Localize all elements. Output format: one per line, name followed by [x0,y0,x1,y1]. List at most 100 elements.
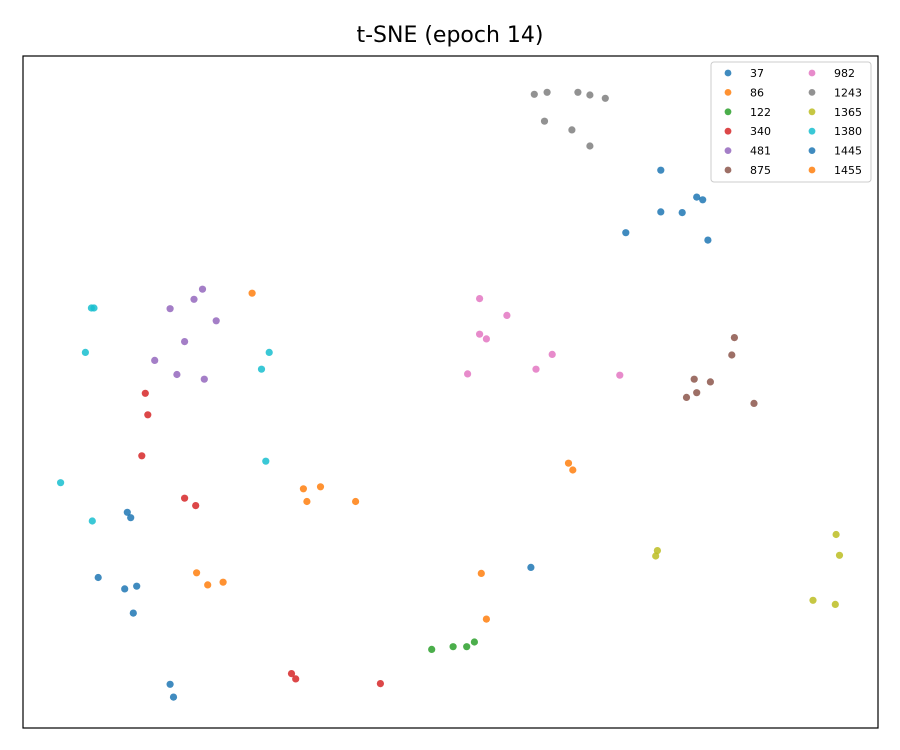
point-1445-7 [527,563,535,572]
plot-area [22,55,879,729]
point-1365-4 [809,596,817,604]
point-340-2 [138,452,146,460]
point-1243-4 [601,94,609,102]
point-1365-5 [831,600,839,609]
point-1243-3 [586,91,594,99]
point-982-0 [476,295,484,303]
point-481-6 [173,370,181,379]
legend-label-982: 982 [834,67,855,80]
legend-label-875: 875 [750,164,771,177]
point-1365-2 [653,547,662,555]
legend-label-1455: 1455 [834,164,862,177]
point-875-1 [728,351,736,359]
point-1445-1 [693,193,701,201]
point-1445-4 [678,209,686,217]
point-1455-6 [219,578,227,586]
point-1380-3 [265,348,273,356]
legend-marker-875 [724,166,732,174]
point-1380-7 [88,517,96,525]
points-layer [57,88,844,701]
point-875-0 [730,334,739,342]
point-875-6 [750,399,758,407]
point-982-5 [532,365,540,373]
point-982-4 [548,350,556,358]
point-481-7 [200,375,208,383]
point-1445-0 [657,166,665,174]
point-86-0 [564,459,573,467]
point-875-2 [706,378,715,386]
point-86-1 [569,466,577,474]
point-1455-1 [316,483,325,491]
legend-marker-1455 [808,166,816,174]
legend-marker-37 [724,69,732,77]
point-1445-6 [704,236,712,244]
point-1380-5 [262,457,270,465]
point-340-4 [192,502,200,510]
point-1455-4 [352,497,360,506]
point-1455-0 [248,289,256,297]
legend-marker-481 [724,147,732,155]
point-875-4 [693,389,701,397]
point-1380-4 [257,365,266,373]
legend-marker-1365 [808,108,816,116]
legend-marker-340 [724,127,732,135]
point-1380-6 [57,479,65,487]
legend-label-1365: 1365 [834,106,862,119]
point-1243-2 [574,88,582,96]
point-1445-11 [129,609,137,617]
point-340-0 [141,389,149,397]
legend-marker-122 [724,108,732,116]
point-122-0 [428,645,436,654]
point-340-1 [144,411,152,419]
point-1365-0 [832,530,840,539]
point-1445-8 [94,573,102,582]
point-1445-13 [169,693,178,701]
point-37-1 [127,514,135,522]
legend: 37 86 122 340 481 875 982 1243 1365 1380 1445 1455 [710,61,872,183]
point-340-6 [292,675,300,683]
point-340-7 [376,680,384,688]
point-982-2 [476,330,484,338]
point-481-5 [151,356,159,364]
point-37-0 [123,508,131,516]
point-122-3 [470,638,478,646]
legend-box [710,61,872,183]
point-1445-3 [657,208,665,216]
point-1243-1 [543,88,551,96]
point-340-3 [181,494,189,502]
point-1365-3 [652,552,660,560]
point-1243-0 [530,90,538,98]
point-1455-8 [477,569,485,578]
point-481-3 [212,317,220,325]
legend-marker-1445 [808,147,816,155]
legend-marker-1243 [808,89,816,96]
point-481-0 [198,285,207,293]
point-1445-12 [166,680,174,688]
point-875-3 [690,375,698,383]
legend-label-1445: 1445 [834,145,862,158]
point-1455-3 [303,497,311,506]
point-1445-2 [699,196,707,204]
point-982-7 [616,371,624,379]
legend-label-122: 122 [750,106,771,119]
point-122-2 [463,643,471,651]
point-340-5 [287,670,296,678]
point-1455-9 [482,615,490,623]
point-1380-1 [90,304,98,312]
point-1445-10 [121,585,129,593]
point-982-1 [503,311,511,319]
point-1243-7 [586,142,594,150]
point-1380-2 [81,348,89,356]
point-875-5 [682,393,691,401]
chart-title: t-SNE (epoch 14) [356,23,543,48]
point-1455-5 [193,569,201,577]
legend-marker-1380 [808,127,816,135]
point-982-6 [464,370,472,378]
point-1455-7 [204,581,212,589]
legend-marker-982 [808,69,816,77]
legend-label-481: 481 [750,145,771,158]
point-122-1 [449,643,457,651]
point-1365-1 [835,551,844,559]
legend-label-1243: 1243 [834,86,862,99]
